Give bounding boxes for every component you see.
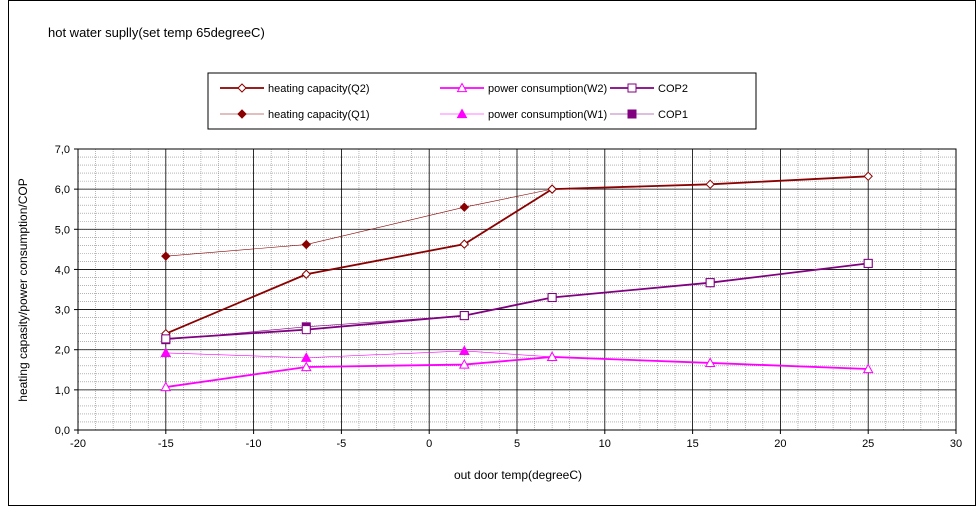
series-line-heating-capacity-q2	[165, 175, 869, 335]
legend-label-cop1: COP1	[658, 109, 688, 121]
legend-marker-heating-capacity-q2	[237, 83, 247, 93]
y-tick-label: 4,0	[55, 264, 70, 276]
y-tick-label: 0,0	[55, 425, 70, 437]
data-point-power-consumption-w2	[458, 359, 470, 369]
data-point-cop2	[705, 278, 715, 288]
data-point-power-consumption-w1	[300, 352, 312, 362]
series-line-power-consumption-w2	[165, 356, 869, 388]
legend-marker-cop2	[627, 83, 637, 93]
data-point-heating-capacity-q1	[301, 239, 311, 250]
legend-label-power-consumption-w1: power consumption(W1)	[488, 109, 607, 121]
series-line-power-consumption-w1	[165, 350, 553, 359]
data-point-heating-capacity-q2	[301, 269, 311, 279]
legend-marker-heating-capacity-q1	[237, 109, 247, 119]
series-line-heating-capacity-q1	[165, 188, 553, 257]
y-axis-label: heating capasity/power consumption/COP	[16, 178, 30, 401]
legend-marker-cop1	[627, 109, 637, 119]
legend: heating capacity(Q2) power consumption(W2…	[207, 72, 757, 130]
legend-label-heating-capacity-q2: heating capacity(Q2)	[268, 83, 370, 95]
x-tick-label: 30	[950, 438, 962, 450]
legend-label-power-consumption-w2: power consumption(W2)	[488, 83, 607, 95]
x-axis-label: out door temp(degreeC)	[454, 468, 582, 482]
data-point-cop2	[459, 311, 469, 321]
data-point-heating-capacity-q1	[161, 251, 171, 261]
data-point-heating-capacity-q2	[547, 184, 557, 194]
series-line-cop2	[165, 262, 869, 340]
data-point-power-consumption-w2	[862, 363, 874, 374]
legend-label-cop2: COP2	[658, 83, 688, 95]
legend-box	[207, 72, 757, 130]
data-point-power-consumption-w1	[160, 347, 172, 358]
y-tick-label: 1,0	[55, 385, 70, 397]
data-point-heating-capacity-q2	[705, 179, 715, 190]
x-tick-label: -20	[70, 438, 86, 450]
y-tick-label: 5,0	[55, 224, 70, 236]
data-point-cop2	[863, 258, 873, 268]
y-tick-label: 6,0	[55, 184, 70, 196]
x-tick-label: -15	[158, 438, 174, 450]
x-tick-label: 20	[774, 438, 786, 450]
x-tick-label: 15	[686, 438, 698, 450]
data-point-power-consumption-w2	[704, 357, 716, 368]
chart-title: hot water suplly(set temp 65degreeC)	[48, 25, 265, 40]
y-tick-label: 2,0	[55, 345, 70, 357]
x-tick-label: 10	[599, 438, 611, 450]
data-point-power-consumption-w1	[458, 345, 470, 356]
x-tick-label: -10	[246, 438, 262, 450]
x-tick-label: -5	[337, 438, 347, 450]
y-tick-label: 3,0	[55, 305, 70, 317]
data-point-heating-capacity-q2	[863, 171, 873, 182]
data-point-power-consumption-w2	[546, 351, 558, 362]
data-point-power-consumption-w2	[300, 361, 312, 372]
y-tick-label: 7,0	[55, 144, 70, 156]
plot-layer: -20 -15 -10 -5 0 5 10 15 20 25 30 0,0 1,0 2,0 3,0 4,0 5,…	[55, 144, 962, 450]
data-point-power-consumption-w2	[160, 381, 172, 392]
data-point-cop2	[547, 293, 557, 303]
legend-marker-power-consumption-w1	[456, 108, 468, 119]
x-tick-label: 25	[862, 438, 874, 450]
data-point-cop2	[161, 334, 171, 344]
data-point-heating-capacity-q1	[459, 202, 470, 212]
data-point-heating-capacity-q2	[459, 239, 470, 249]
x-tick-label: 5	[514, 438, 520, 450]
data-point-cop2	[301, 325, 311, 335]
legend-label-heating-capacity-q1: heating capacity(Q1)	[268, 109, 370, 121]
x-tick-label: 0	[426, 438, 432, 450]
legend-marker-power-consumption-w2	[456, 82, 468, 93]
